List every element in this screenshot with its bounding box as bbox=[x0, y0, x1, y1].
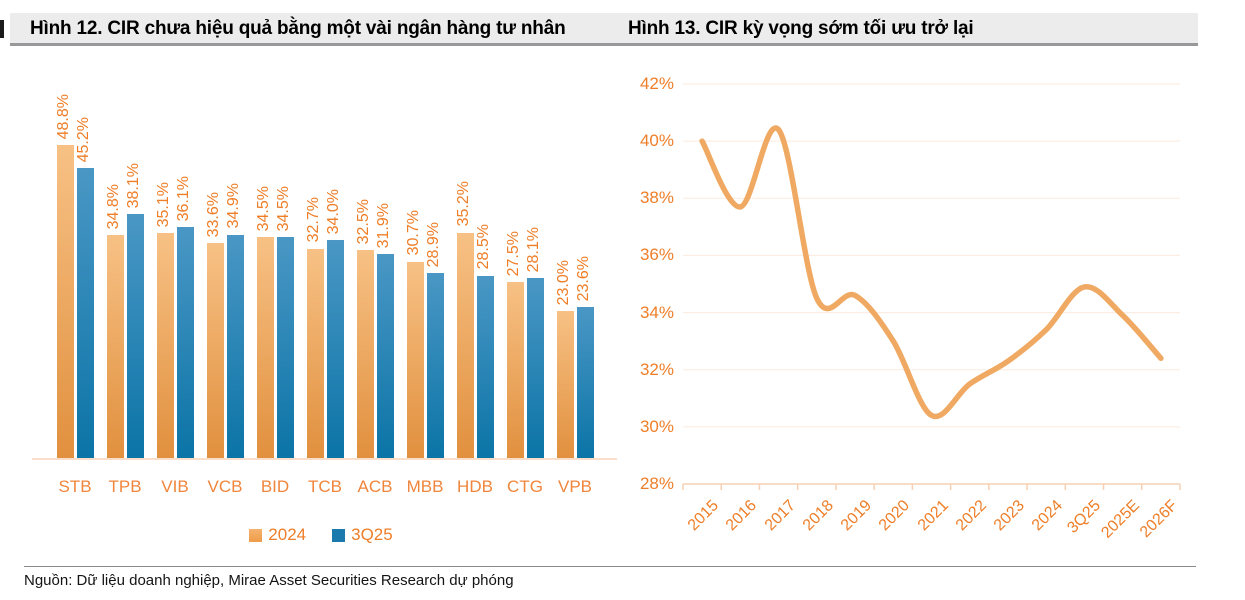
bar-2024-VIB bbox=[156, 233, 174, 459]
footer-divider bbox=[24, 566, 1196, 567]
category-label-STB: STB bbox=[58, 477, 92, 496]
legend-label: 2024 bbox=[268, 525, 307, 544]
bar-value-label: 45.2% bbox=[75, 117, 92, 163]
category-label-TPB: TPB bbox=[108, 477, 142, 496]
legend-swatch-2024 bbox=[249, 528, 263, 542]
figure13-title: Hình 13. CIR kỳ vọng sớm tối ưu trở lại bbox=[628, 18, 974, 39]
bar-value-label: 34.0% bbox=[325, 189, 342, 235]
bar-value-label: 38.1% bbox=[125, 162, 142, 208]
category-label-ACB: ACB bbox=[357, 477, 393, 496]
category-label-VCB: VCB bbox=[207, 477, 243, 496]
bar-value-label: 34.9% bbox=[225, 183, 242, 229]
bar-2024-MBB bbox=[406, 261, 424, 459]
bar-2024-STB bbox=[56, 145, 74, 459]
bar-value-label: 23.0% bbox=[555, 259, 572, 306]
bar-value-label: 34.5% bbox=[275, 185, 292, 232]
bar-3Q25-HDB bbox=[476, 275, 494, 459]
cir-line-series bbox=[699, 125, 1164, 420]
bar-value-label: 28.5% bbox=[475, 224, 492, 270]
bar-value-label: 34.5% bbox=[255, 185, 272, 232]
y-tick-label: 30% bbox=[639, 416, 674, 436]
line-chart-plot bbox=[682, 83, 1181, 490]
category-label-TCB: TCB bbox=[308, 477, 342, 496]
bar-3Q25-STB bbox=[76, 168, 94, 459]
bar-value-label: 23.6% bbox=[575, 255, 592, 302]
bar-3Q25-BID bbox=[276, 237, 294, 459]
bar-3Q25-ACB bbox=[376, 253, 394, 459]
bar-value-label: 32.5% bbox=[355, 198, 372, 244]
bar-value-label: 30.7% bbox=[405, 210, 422, 256]
bar-value-label: 35.2% bbox=[455, 181, 472, 227]
bar-2024-TPB bbox=[106, 235, 124, 459]
bar-chart-baseline bbox=[32, 458, 617, 460]
figure-title-bar: Hình 12. CIR chưa hiệu quả bằng một vài … bbox=[10, 13, 1198, 46]
bar-value-label: 35.1% bbox=[155, 181, 172, 228]
bar-3Q25-TCB bbox=[326, 240, 344, 459]
y-tick-label: 38% bbox=[639, 188, 674, 208]
y-tick-label: 36% bbox=[639, 245, 674, 265]
category-label-CTG: CTG bbox=[507, 477, 543, 496]
edge-artifact bbox=[0, 20, 4, 38]
bar-chart-plot: 48.8% 45.2% 34.8% 38.1% 35.1% 36.1% 33.6% 34.9%… bbox=[0, 0, 622, 459]
y-tick-label: 42% bbox=[639, 74, 674, 93]
bar-2024-CTG bbox=[506, 282, 524, 459]
bar-2024-BID bbox=[256, 237, 274, 459]
category-label-HDB: HDB bbox=[457, 477, 493, 496]
bar-3Q25-CTG bbox=[526, 278, 544, 459]
bar-value-label: 33.6% bbox=[205, 191, 222, 237]
bar-2024-HDB bbox=[456, 232, 474, 459]
bar-2024-VCB bbox=[206, 243, 224, 459]
y-tick-label: 34% bbox=[639, 302, 674, 322]
bar-3Q25-VPB bbox=[576, 307, 594, 459]
bar-value-label: 32.7% bbox=[305, 197, 322, 243]
bar-2024-VPB bbox=[556, 311, 574, 459]
bar-value-label: 28.1% bbox=[525, 226, 542, 273]
bar-value-label: 31.9% bbox=[375, 202, 392, 248]
category-label-BID: BID bbox=[260, 477, 290, 496]
bar-value-label: 36.1% bbox=[175, 175, 192, 221]
bar-3Q25-MBB bbox=[426, 273, 444, 459]
bar-3Q25-TPB bbox=[126, 214, 144, 459]
bar-chart-legend: 2024 3Q25 bbox=[36, 525, 606, 545]
bar-2024-TCB bbox=[306, 248, 324, 459]
y-tick-label: 28% bbox=[639, 474, 674, 493]
source-note: Nguồn: Dữ liệu doanh nghiệp, Mirae Asset… bbox=[24, 572, 514, 589]
y-tick-label: 32% bbox=[639, 359, 674, 379]
legend-swatch-3Q25 bbox=[332, 528, 346, 542]
category-label-VIB: VIB bbox=[161, 477, 189, 496]
y-tick-label: 40% bbox=[639, 131, 674, 151]
legend-item-3Q25: 3Q25 bbox=[332, 525, 393, 545]
bar-value-label: 48.8% bbox=[55, 93, 72, 140]
bar-2024-ACB bbox=[356, 250, 374, 459]
bar-3Q25-VCB bbox=[226, 234, 244, 459]
legend-label: 3Q25 bbox=[351, 525, 393, 544]
bar-3Q25-VIB bbox=[176, 226, 194, 459]
legend-item-2024: 2024 bbox=[249, 525, 306, 545]
category-label-VPB: VPB bbox=[557, 477, 593, 496]
figure12-title: Hình 12. CIR chưa hiệu quả bằng một vài … bbox=[30, 18, 566, 39]
bar-value-label: 34.8% bbox=[105, 183, 122, 230]
category-label-MBB: MBB bbox=[406, 477, 444, 496]
bar-value-label: 28.9% bbox=[425, 221, 442, 268]
bar-value-label: 27.5% bbox=[505, 230, 522, 277]
